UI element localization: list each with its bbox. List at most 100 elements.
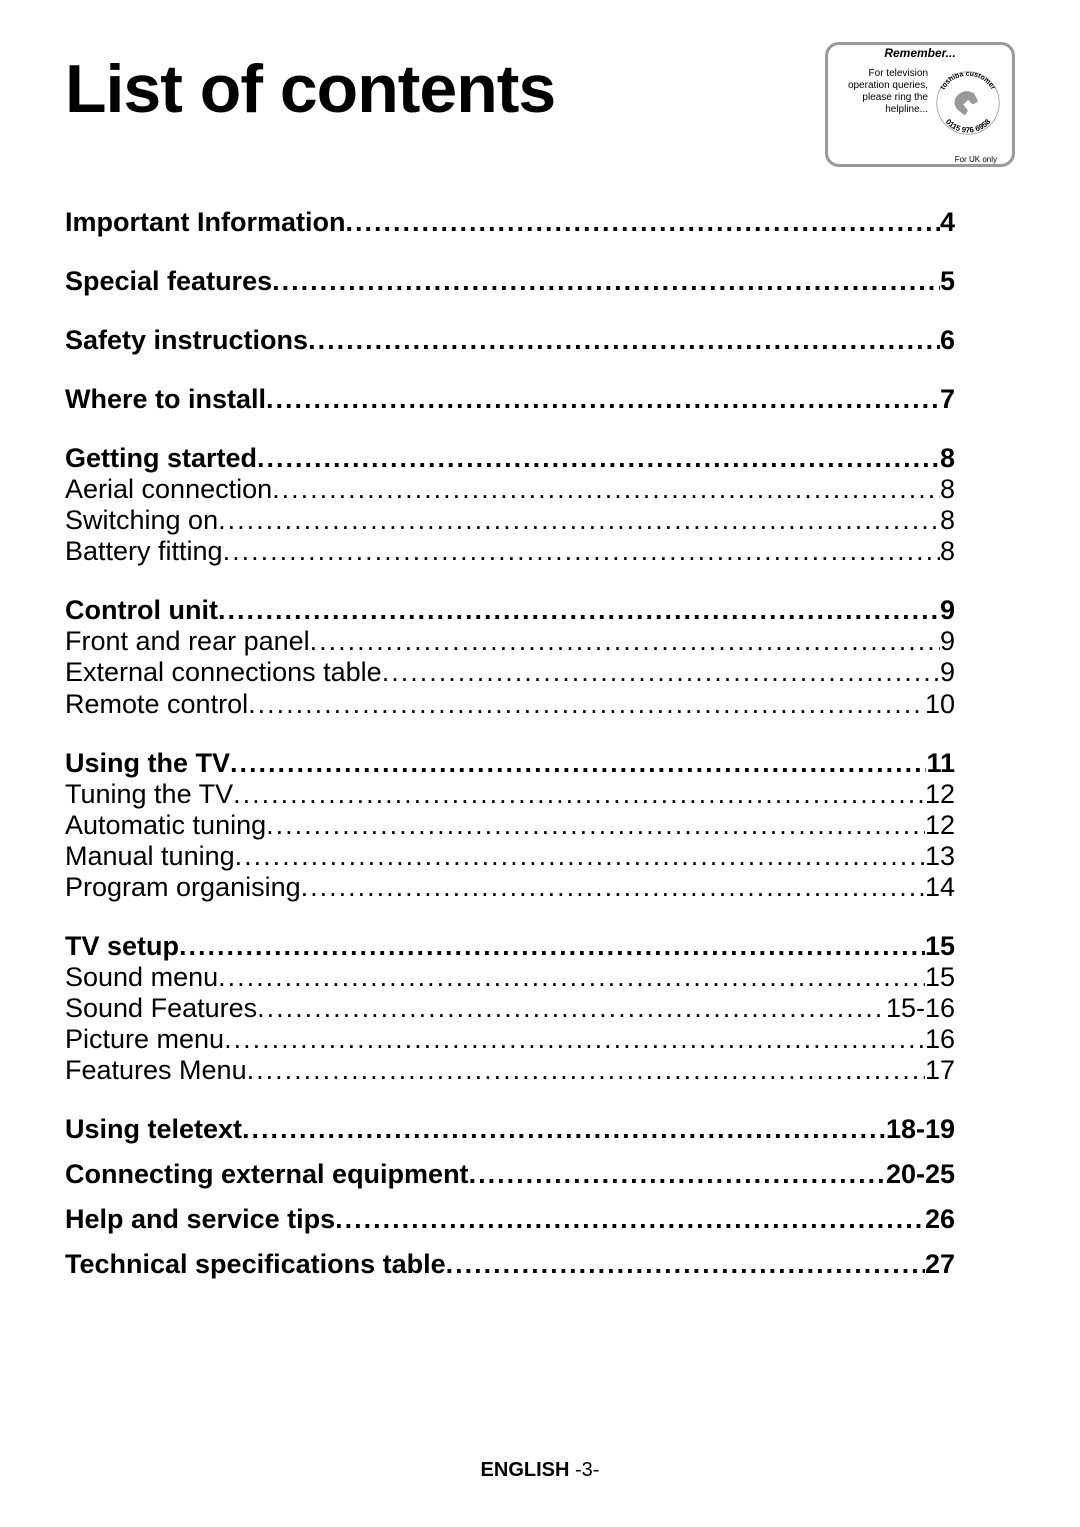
toc-section: Important Information 4 <box>65 207 955 238</box>
toc-entry-label: Sound Features <box>65 993 257 1024</box>
toc-entry-page: 27 <box>925 1249 955 1280</box>
toc-entry-page: 15 <box>925 962 955 993</box>
toc-entry-label: Special features <box>65 266 272 297</box>
toc-section: Help and service tips 26 <box>65 1204 955 1235</box>
toc-entry-label: Getting started <box>65 443 257 474</box>
toc-leader-dots <box>230 748 926 779</box>
toc-entry-page: 8 <box>940 536 955 567</box>
toc-entry-page: 17 <box>925 1055 955 1086</box>
toc-entry-page: 5 <box>940 266 955 297</box>
toc-leader-dots <box>218 595 940 626</box>
toc-entry: Help and service tips 26 <box>65 1204 955 1235</box>
badge-uk-text: For UK only <box>955 155 997 164</box>
svg-text:0115 976 6958: 0115 976 6958 <box>944 117 993 135</box>
toc-entry: Automatic tuning 12 <box>65 810 955 841</box>
badge-remember-text: Remember... <box>825 46 1015 60</box>
toc-section: Connecting external equipment 20-25 <box>65 1159 955 1190</box>
toc-entry: Safety instructions 6 <box>65 325 955 356</box>
toc-entry: Sound menu 15 <box>65 962 955 993</box>
toc-entry-label: Sound menu <box>65 962 218 993</box>
toc-leader-dots <box>310 626 940 657</box>
toc-entry: Program organising 14 <box>65 872 955 903</box>
toc-entry-label: Connecting external equipment <box>65 1159 469 1190</box>
toc-entry: Using teletext 18-19 <box>65 1114 955 1145</box>
toc-entry: Tuning the TV12 <box>65 779 955 810</box>
toc-entry-label: TV setup <box>65 931 179 962</box>
toc-leader-dots <box>257 993 886 1024</box>
toc-entry: Battery fitting 8 <box>65 536 955 567</box>
toc-leader-dots <box>272 474 940 505</box>
toc-entry: Features Menu 17 <box>65 1055 955 1086</box>
toc-leader-dots <box>247 1055 925 1086</box>
toc-entry: Aerial connection 8 <box>65 474 955 505</box>
toc-entry-page: 13 <box>925 841 955 872</box>
toc-entry: Where to install 7 <box>65 384 955 415</box>
toc-entry-page: 20-25 <box>886 1159 955 1190</box>
toc-entry-page: 15-16 <box>886 993 955 1024</box>
toc-entry-page: 6 <box>940 325 955 356</box>
toc-entry-label: Picture menu <box>65 1024 224 1055</box>
toc-entry-label: Using the TV <box>65 748 230 779</box>
toc-entry-page: 15 <box>925 931 955 962</box>
toc-entry-label: External connections table <box>65 657 382 688</box>
toc-entry-page: 8 <box>940 443 955 474</box>
toc-leader-dots <box>469 1159 886 1190</box>
page-title: List of contents <box>65 50 555 128</box>
page-footer: ENGLISH -3- <box>0 1459 1080 1482</box>
toc-leader-dots <box>308 325 940 356</box>
toc-entry-page: 10 <box>925 689 955 720</box>
toc-entry-page: 11 <box>926 748 955 779</box>
toc-entry: Connecting external equipment 20-25 <box>65 1159 955 1190</box>
toc-entry-label: Safety instructions <box>65 325 308 356</box>
toc-entry-page: 9 <box>940 626 955 657</box>
toc-entry: Front and rear panel9 <box>65 626 955 657</box>
toc-leader-dots <box>266 810 925 841</box>
phone-icon: toshiba customer 0115 976 6958 <box>929 64 1007 142</box>
toc-leader-dots <box>235 841 925 872</box>
toc-entry-label: Program organising <box>65 872 301 903</box>
toc-leader-dots <box>233 779 925 810</box>
toc-entry-label: Features Menu <box>65 1055 247 1086</box>
toc-entry-label: Automatic tuning <box>65 810 266 841</box>
footer-page-number: -3- <box>569 1459 599 1481</box>
toc-section: Using teletext 18-19 <box>65 1114 955 1145</box>
toc-entry-page: 4 <box>940 207 955 238</box>
toc-entry-label: Remote control <box>65 689 248 720</box>
toc-leader-dots <box>301 872 925 903</box>
toc-entry-page: 9 <box>940 657 955 688</box>
toc-entry-page: 7 <box>940 384 955 415</box>
toc-entry-label: Control unit <box>65 595 218 626</box>
toc-entry: Control unit9 <box>65 595 955 626</box>
toc-entry: Sound Features 15-16 <box>65 993 955 1024</box>
toc-entry-page: 12 <box>925 779 955 810</box>
toc-entry: Special features 5 <box>65 266 955 297</box>
toc-entry-page: 14 <box>925 872 955 903</box>
toc-leader-dots <box>223 536 940 567</box>
toc-entry-page: 18-19 <box>886 1114 955 1145</box>
toc-entry-page: 26 <box>925 1204 955 1235</box>
toc-entry-label: Where to install <box>65 384 266 415</box>
page-header: List of contents Remember... For televis… <box>65 50 1015 167</box>
helpline-badge: Remember... For television operation que… <box>825 42 1015 167</box>
toc-entry-label: Using teletext <box>65 1114 242 1145</box>
toc-section: Using the TV 11Tuning the TV12Automatic … <box>65 748 955 903</box>
toc-leader-dots <box>248 689 925 720</box>
toc-section: Special features 5 <box>65 266 955 297</box>
toc-leader-dots <box>242 1114 886 1145</box>
toc-entry-page: 8 <box>940 505 955 536</box>
toc-entry-label: Switching on <box>65 505 218 536</box>
toc-leader-dots <box>218 505 940 536</box>
toc-section: Technical specifications table27 <box>65 1249 955 1280</box>
toc-leader-dots <box>224 1024 925 1055</box>
toc-leader-dots <box>218 962 925 993</box>
toc-section: Getting started 8Aerial connection 8Swit… <box>65 443 955 567</box>
toc-entry-label: Important Information <box>65 207 345 238</box>
toc-leader-dots <box>266 384 940 415</box>
toc-entry: Important Information 4 <box>65 207 955 238</box>
toc-entry: Getting started 8 <box>65 443 955 474</box>
toc-entry-label: Battery fitting <box>65 536 223 567</box>
svg-text:toshiba customer: toshiba customer <box>940 71 997 92</box>
toc-entry: Technical specifications table27 <box>65 1249 955 1280</box>
footer-language: ENGLISH <box>481 1459 570 1481</box>
toc-entry: Picture menu16 <box>65 1024 955 1055</box>
